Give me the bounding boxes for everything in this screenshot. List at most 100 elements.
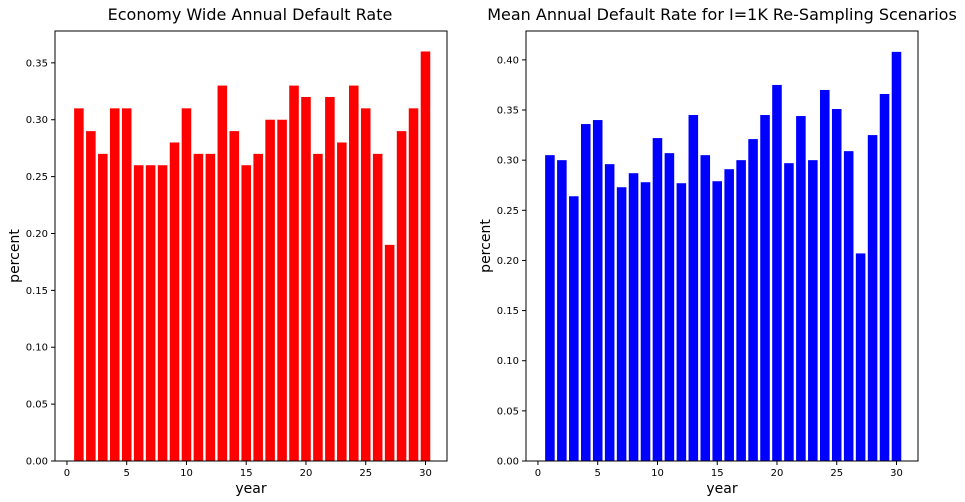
chart-economy-wide: Economy Wide Annual Default Rate year pe… [7,5,448,497]
bar-year-7 [616,187,627,462]
bar-year-1 [74,108,84,461]
x-tick-label: 25 [830,468,843,479]
bar-year-26 [372,153,383,462]
y-tick-label: 0.40 [497,55,519,66]
bar-year-13 [217,85,228,461]
y-tick-label: 0.15 [497,306,519,317]
bar-year-9 [169,142,180,462]
y-tick-label: 0.05 [26,400,48,411]
x-tick-label: 10 [180,468,193,479]
y-axis-label: percent [478,219,494,273]
bar-year-15 [241,165,251,462]
axis-ticks: 0 5 10 15 20 25 30 0.00 0.05 0.10 0.15 0.20 0.25 0.30… [497,55,903,479]
x-tick-label: 0 [64,468,70,479]
bar-year-14 [700,155,711,461]
x-tick-label: 30 [419,468,432,479]
x-tick-label: 15 [240,468,253,479]
bar-year-15 [712,181,722,461]
bar-year-4 [580,124,591,461]
y-tick-label: 0.30 [497,156,519,167]
bar-series [545,51,902,462]
x-tick-label: 5 [595,468,601,479]
bar-year-29 [408,108,419,461]
y-tick-label: 0.25 [497,206,519,217]
bar-year-5 [592,120,603,462]
bar-year-10 [652,138,663,461]
bar-year-28 [396,131,407,462]
bar-year-24 [349,85,359,461]
bar-year-20 [301,96,311,461]
bar-year-17 [265,119,275,461]
x-tick-label: 15 [711,468,724,479]
bar-year-23 [337,142,347,462]
y-tick-label: 0.35 [497,106,519,117]
plot-frame [525,30,919,462]
bar-year-2 [557,160,567,461]
y-tick-label: 0.35 [26,58,48,69]
bar-year-26 [843,151,854,461]
bar-year-2 [86,131,96,462]
bar-year-8 [157,165,168,462]
bar-year-8 [628,173,639,461]
bar-year-19 [289,85,299,461]
bar-year-19 [760,115,770,461]
bar-year-22 [796,116,806,461]
x-tick-label: 5 [124,468,130,479]
y-tick-label: 0.25 [26,172,48,183]
bar-year-30 [891,51,902,462]
x-axis-label: year [706,481,737,497]
bar-year-11 [193,153,204,462]
x-tick-label: 20 [300,468,313,479]
bar-year-5 [121,108,132,461]
y-tick-label: 0.05 [497,406,519,417]
bar-year-20 [772,84,782,461]
bar-year-21 [313,153,323,462]
bar-year-18 [277,119,287,461]
bar-year-6 [604,164,615,462]
bar-year-9 [640,182,651,461]
bar-year-10 [181,108,192,461]
x-tick-label: 10 [651,468,664,479]
bar-year-13 [688,115,699,461]
bar-year-24 [820,89,830,462]
bar-year-3 [98,153,108,462]
bar-year-12 [676,183,687,461]
bar-year-7 [145,165,156,462]
bar-year-4 [109,108,120,461]
x-tick-label: 0 [535,468,541,479]
axis-ticks: 0 5 10 15 20 25 30 0.00 0.05 0.10 0.15 0.20 0.25 0.30… [26,58,432,479]
bar-year-25 [360,108,371,461]
x-axis-label: year [235,481,266,497]
bar-year-29 [879,93,890,461]
y-tick-label: 0.15 [26,286,48,297]
y-tick-label: 0.10 [26,343,48,354]
bar-year-22 [325,96,335,461]
y-tick-label: 0.20 [26,229,48,240]
y-tick-label: 0.30 [26,115,48,126]
bar-year-1 [545,155,555,461]
x-tick-label: 20 [771,468,784,479]
y-tick-label: 0.00 [26,457,48,468]
bar-year-16 [253,153,263,462]
bar-year-21 [784,163,794,462]
y-axis-label: percent [7,229,23,283]
chart-mean-resampling: Mean Annual Default Rate for I=1K Re-Sam… [478,5,957,497]
bar-year-3 [569,196,579,461]
bar-year-11 [664,153,675,461]
bar-year-12 [205,153,216,462]
x-tick-label: 25 [359,468,372,479]
bar-year-17 [736,160,746,461]
bar-series [74,51,431,462]
bar-year-6 [133,165,144,462]
bar-year-14 [229,131,240,462]
bar-year-16 [724,169,734,461]
x-tick-label: 30 [890,468,903,479]
bar-year-28 [867,135,878,461]
bar-year-23 [808,160,818,461]
bar-year-27 [855,253,866,461]
bar-year-30 [420,51,431,461]
y-tick-label: 0.10 [497,356,519,367]
bar-year-18 [748,139,758,461]
bar-year-25 [831,109,842,462]
